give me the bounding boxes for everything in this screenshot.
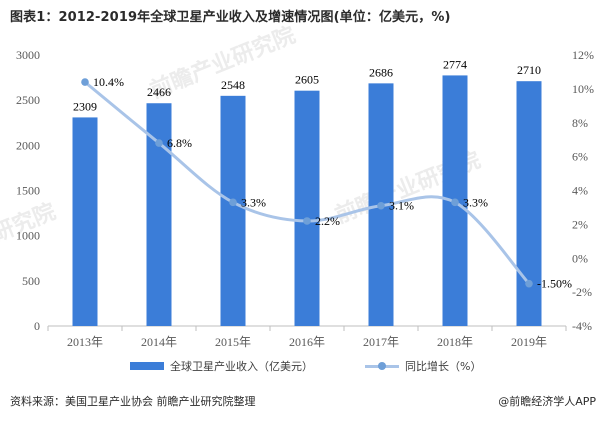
- x-tick-label: 2016年: [289, 335, 325, 349]
- brand-text: @前瞻经济学人APP: [498, 395, 596, 408]
- growth-data-label: 10.4%: [93, 75, 124, 89]
- y-left-tick-label: 0: [34, 319, 40, 333]
- bar-data-label: 2466: [147, 85, 171, 99]
- bar: [220, 95, 246, 327]
- legend: 全球卫星产业收入（亿美元） 同比增长（%）: [0, 358, 610, 374]
- x-tick-label: 2017年: [363, 335, 399, 349]
- y-right-tick-label: 12%: [572, 48, 594, 62]
- bar: [72, 117, 98, 326]
- growth-data-label: 2.2%: [315, 214, 340, 228]
- y-right-tick-label: -2%: [572, 285, 592, 299]
- growth-data-label: -1.50%: [537, 277, 572, 291]
- y-right-tick-label: 6%: [572, 150, 588, 164]
- growth-point: [377, 201, 385, 210]
- y-left-tick-label: 1500: [16, 184, 40, 198]
- x-tick-label: 2018年: [437, 335, 473, 349]
- bar-data-label: 2309: [73, 99, 97, 113]
- growth-point: [81, 78, 89, 86]
- legend-item-revenue: 全球卫星产业收入（亿美元）: [130, 358, 313, 374]
- y-right-tick-label: 10%: [572, 82, 594, 96]
- y-left-tick-label: 500: [22, 274, 40, 288]
- x-tick-label: 2015年: [215, 335, 251, 349]
- legend-label-growth: 同比增长（%）: [405, 360, 482, 373]
- bar-data-label: 2710: [517, 63, 541, 77]
- bar-data-label: 2686: [369, 65, 393, 79]
- growth-data-label: 6.8%: [167, 136, 192, 150]
- source-bar: 资料来源：美国卫星产业协会 前瞻产业研究院整理 @前瞻经济学人APP: [0, 391, 610, 411]
- chart-title: 图表1：2012-2019年全球卫星产业收入及增速情况图(单位：亿美元，%): [10, 10, 451, 25]
- growth-data-label: 3.3%: [241, 195, 266, 209]
- y-right-tick-label: -4%: [572, 319, 592, 333]
- growth-point: [525, 279, 533, 288]
- growth-point: [303, 217, 311, 225]
- y-left-tick-label: 1000: [16, 229, 40, 243]
- bar: [294, 90, 320, 326]
- bar-data-label: 2605: [295, 73, 319, 87]
- growth-data-label: 3.1%: [389, 199, 414, 213]
- y-right-tick-label: 8%: [572, 116, 588, 130]
- x-tick-label: 2019年: [511, 335, 547, 349]
- growth-point: [155, 139, 163, 147]
- x-tick-label: 2013年: [67, 335, 103, 349]
- y-left-tick-label: 2500: [16, 93, 40, 107]
- legend-item-growth: 同比增长（%）: [365, 358, 481, 374]
- growth-point: [229, 198, 237, 207]
- x-tick-label: 2014年: [141, 335, 177, 349]
- source-text: 资料来源：美国卫星产业协会 前瞻产业研究院整理: [10, 395, 256, 408]
- bar-data-label: 2548: [221, 78, 245, 92]
- growth-point: [451, 198, 459, 207]
- growth-data-label: 3.3%: [463, 195, 488, 209]
- y-left-tick-label: 2000: [16, 138, 40, 152]
- y-right-tick-label: 4%: [572, 184, 588, 198]
- legend-swatch-bar: [130, 362, 164, 370]
- legend-label-revenue: 全球卫星产业收入（亿美元）: [170, 360, 313, 373]
- y-right-tick-label: 2%: [572, 217, 588, 231]
- y-right-tick-label: 0%: [572, 251, 588, 265]
- legend-swatch-line: [365, 361, 399, 371]
- y-left-tick-label: 3000: [16, 48, 40, 62]
- bar-data-label: 2774: [443, 57, 467, 71]
